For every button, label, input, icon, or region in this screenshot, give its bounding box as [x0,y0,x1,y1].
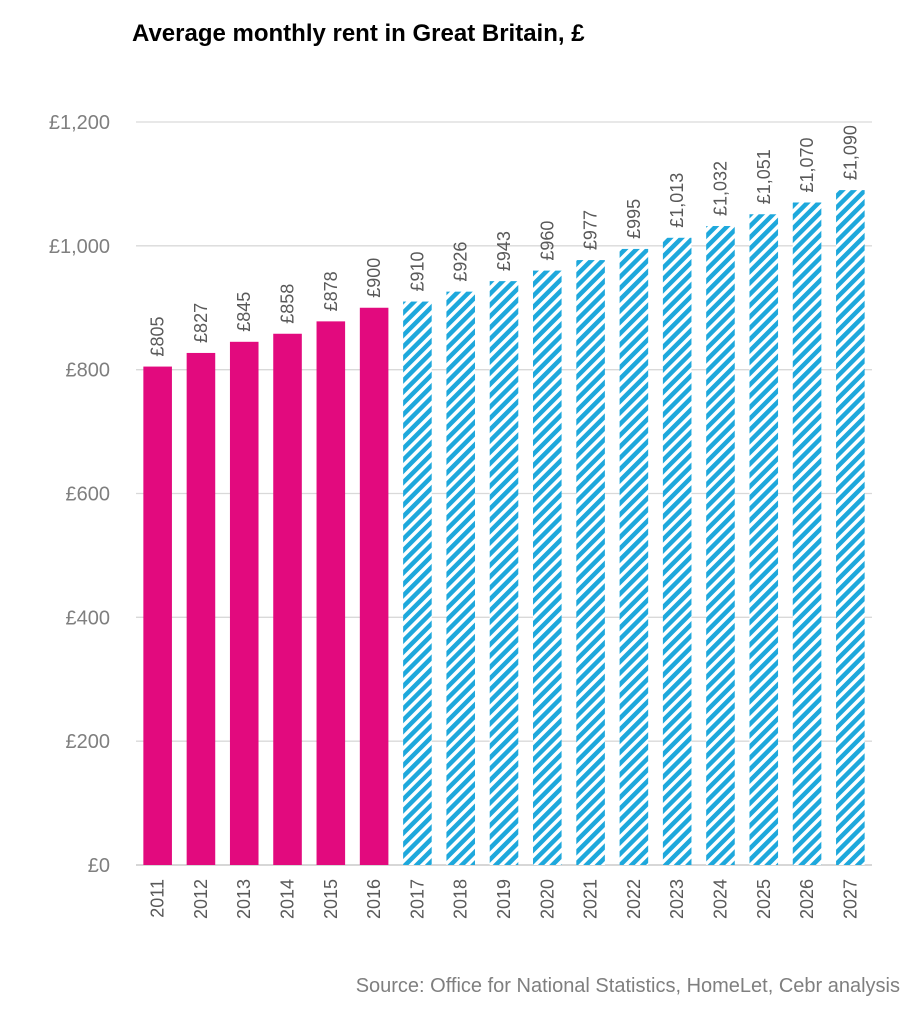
forecast-bar [662,237,692,865]
forecast-bar [836,190,865,865]
data-label: £878 [321,271,341,311]
x-tick-label: 2027 [840,879,860,919]
actual-bar [359,307,389,865]
x-tick-label: 2025 [754,879,774,919]
data-label: £1,051 [754,149,774,204]
x-axis-ticks: 2011 2012 2013 2014 2015 2016 2017 2018 2019 2020… [148,879,861,919]
y-tick-label: £400 [66,607,111,629]
data-label: £900 [364,258,384,298]
x-tick-label: 2019 [494,879,514,919]
data-label: £845 [234,292,254,332]
x-tick-label: 2017 [407,879,427,919]
data-label: £943 [494,231,514,271]
forecast-bar [576,260,605,865]
y-tick-label: £1,200 [49,112,110,134]
data-label: £1,013 [667,173,687,228]
y-tick-label: £600 [66,484,111,506]
forecast-bar [446,291,475,865]
data-label: £960 [537,221,557,261]
actual-bar [143,366,172,865]
data-labels: £805 £827 £845 £858 £878 £900 £910 £926 £943 £960… [148,125,861,357]
bars [143,190,865,866]
x-tick-label: 2018 [451,879,471,919]
actual-bar [273,333,302,865]
y-tick-label: £200 [66,731,111,753]
forecast-bar [706,226,735,865]
x-tick-label: 2014 [278,879,298,919]
data-label: £858 [278,284,298,324]
data-label: £995 [624,199,644,239]
x-tick-label: 2012 [191,879,211,919]
actual-bar [229,341,259,865]
data-label: £1,070 [797,137,817,192]
forecast-bar [619,248,649,865]
y-axis-ticks: £0 £200 £400 £600 £800 £1,000 £1,200 [49,112,110,877]
x-tick-label: 2023 [667,879,687,919]
forecast-bar [792,202,822,865]
y-tick-label: £0 [88,855,110,877]
data-label: £910 [407,252,427,292]
data-label: £977 [581,210,601,250]
forecast-bar [403,301,432,865]
data-label: £827 [191,303,211,343]
actual-bar [186,352,216,865]
y-tick-label: £1,000 [49,236,110,258]
data-label: £926 [451,242,471,282]
forecast-bar [749,214,779,865]
x-tick-label: 2026 [797,879,817,919]
forecast-bar [489,281,519,865]
x-tick-label: 2022 [624,879,644,919]
x-tick-label: 2011 [148,879,168,918]
data-label: £805 [148,317,168,357]
y-tick-label: £800 [66,360,111,382]
x-tick-label: 2016 [364,879,384,919]
actual-bar [316,321,346,865]
x-tick-label: 2013 [234,879,254,919]
chart-title: Average monthly rent in Great Britain, £ [132,20,585,47]
x-tick-label: 2015 [321,879,341,919]
data-label: £1,032 [710,161,730,216]
x-tick-label: 2020 [537,879,557,919]
data-label: £1,090 [840,125,860,180]
x-tick-label: 2021 [581,879,601,919]
x-tick-label: 2024 [710,879,730,919]
forecast-bar [533,270,562,866]
source-note: Source: Office for National Statistics, … [355,975,900,997]
